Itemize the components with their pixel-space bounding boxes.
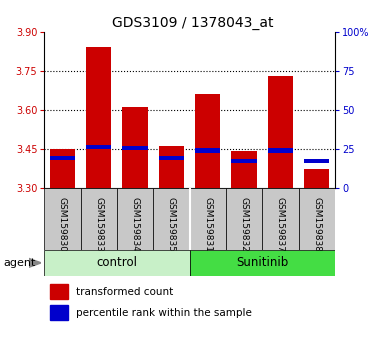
Bar [50, 156, 75, 160]
Bar [304, 170, 330, 188]
Text: GSM159838: GSM159838 [312, 197, 321, 252]
Bar [80, 188, 117, 250]
Bar [195, 94, 221, 188]
Text: Sunitinib: Sunitinib [236, 256, 288, 269]
Text: transformed count: transformed count [76, 286, 174, 297]
Polygon shape [29, 258, 41, 267]
Bar [117, 188, 153, 250]
Bar [190, 250, 335, 276]
Bar [50, 149, 75, 188]
Bar [50, 284, 67, 299]
Text: percentile rank within the sample: percentile rank within the sample [76, 308, 252, 318]
Bar [226, 188, 262, 250]
Bar [262, 188, 299, 250]
Bar [268, 148, 293, 153]
Text: GSM159832: GSM159832 [239, 197, 249, 252]
Bar [44, 188, 80, 250]
Bar [159, 146, 184, 188]
Text: GSM159830: GSM159830 [58, 197, 67, 252]
Bar [153, 188, 189, 250]
Bar [231, 151, 257, 188]
Text: GSM159831: GSM159831 [203, 197, 212, 252]
Text: GSM159833: GSM159833 [94, 197, 103, 252]
Bar [268, 76, 293, 188]
Text: agent: agent [4, 258, 36, 268]
Bar [190, 188, 226, 250]
Bar [304, 159, 330, 163]
Bar [86, 47, 112, 188]
Bar [50, 305, 67, 320]
Text: GSM159837: GSM159837 [276, 197, 285, 252]
Bar [195, 148, 221, 153]
Bar [299, 188, 335, 250]
Bar [86, 144, 112, 149]
Bar [231, 159, 257, 163]
Bar [159, 156, 184, 160]
Bar [44, 250, 190, 276]
Bar [122, 146, 148, 150]
Text: GSM159835: GSM159835 [167, 197, 176, 252]
Text: GSM159834: GSM159834 [131, 197, 140, 252]
Bar [122, 107, 148, 188]
Text: GDS3109 / 1378043_at: GDS3109 / 1378043_at [112, 16, 273, 30]
Text: control: control [97, 256, 137, 269]
